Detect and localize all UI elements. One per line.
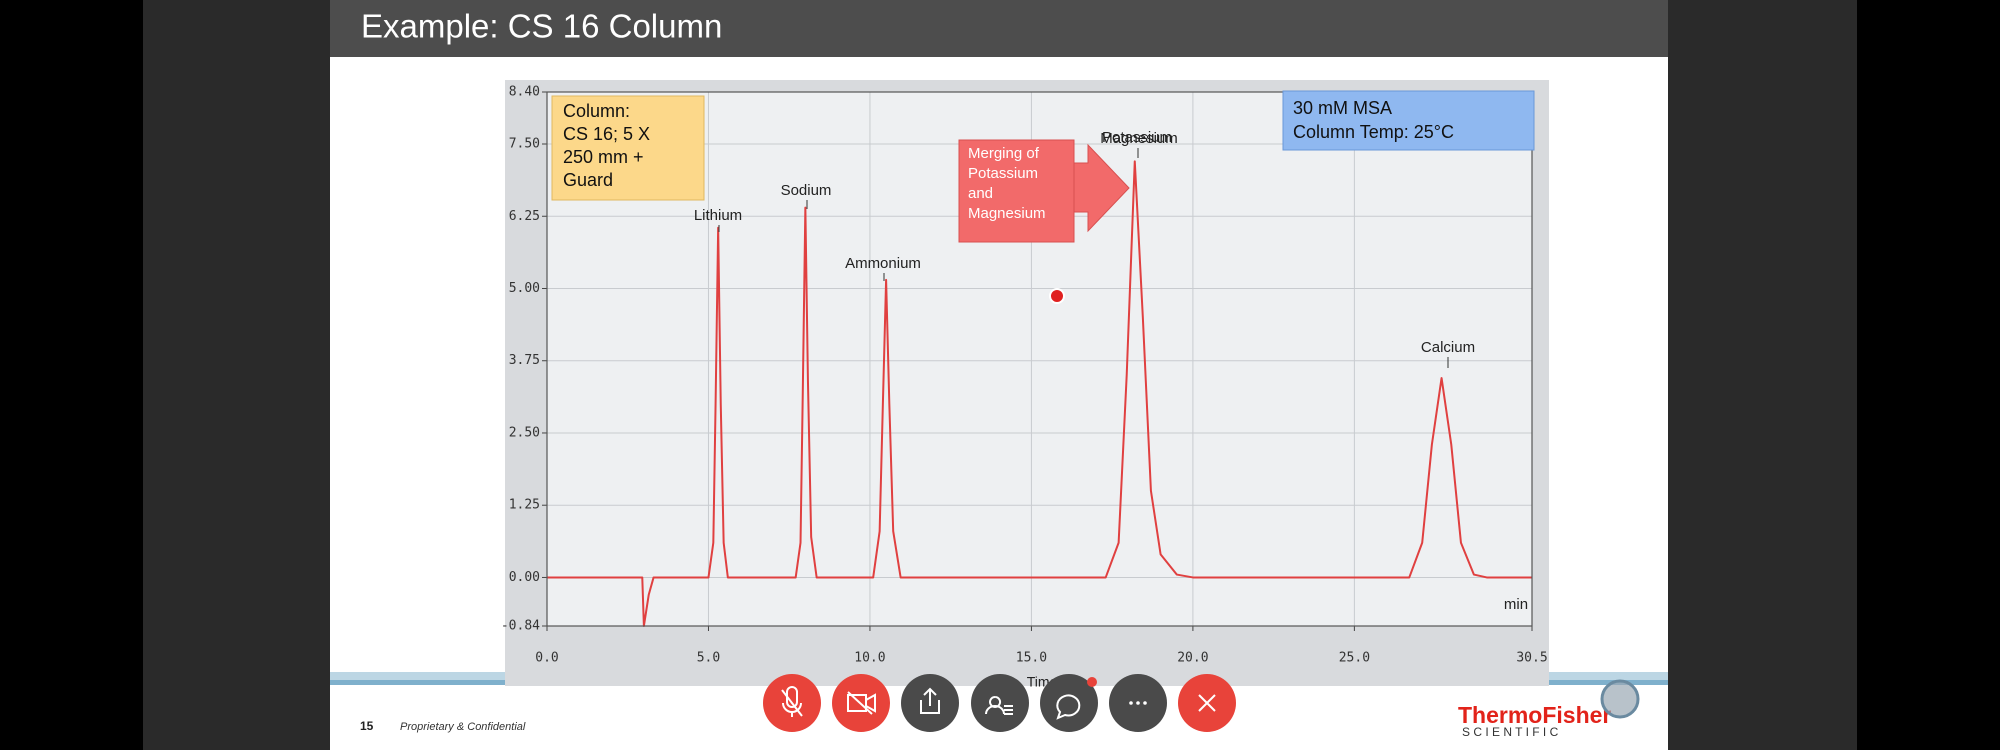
slide-title: Example: CS 16 Column	[361, 8, 722, 45]
conditions-text: 30 mM MSA	[1293, 98, 1392, 118]
toolbar	[763, 674, 1236, 732]
x-tick-label: 20.0	[1177, 651, 1208, 666]
x-tick-label: 10.0	[854, 651, 885, 666]
peak-label: Magnesium	[1100, 130, 1178, 147]
x-tick-label: 15.0	[1016, 651, 1047, 666]
title-bar	[330, 0, 1668, 57]
y-tick-label: 0.00	[509, 570, 540, 585]
y-tick-label: 3.75	[509, 353, 540, 368]
y-tick-label: 2.50	[509, 425, 540, 440]
merging-text: Merging of	[968, 145, 1040, 162]
chat-badge	[1087, 677, 1097, 687]
peak-label: Sodium	[781, 182, 832, 199]
more-dot	[1129, 701, 1133, 705]
participants-icon	[985, 696, 1013, 715]
peak-label: Ammonium	[845, 255, 921, 272]
trace	[547, 160, 1532, 627]
logo-brand: ThermoFisher	[1458, 702, 1611, 728]
x-tick-label: 5.0	[697, 651, 720, 666]
video-icon	[847, 691, 876, 715]
y-tick-label: 7.50	[509, 137, 540, 152]
footer-text: Proprietary & Confidential	[400, 721, 526, 733]
conditions-box	[1282, 90, 1535, 151]
page-number: 15	[360, 719, 374, 733]
chat-button[interactable]	[1040, 674, 1098, 732]
merging-text: Potassium	[968, 165, 1038, 182]
y-tick-label: 8.40	[509, 85, 540, 100]
y-tick-label: 6.25	[509, 209, 540, 224]
x-tick-label: 30.5	[1516, 651, 1547, 666]
column-box	[551, 95, 705, 201]
share-icon	[920, 687, 940, 714]
merging-box	[958, 139, 1075, 243]
column-text: 250 mm +	[563, 147, 644, 167]
merging-text: and	[968, 185, 993, 202]
plot-border	[546, 91, 1533, 627]
mute-icon	[781, 686, 803, 717]
merging-text: Magnesium	[968, 205, 1046, 222]
column-text: Column:	[563, 101, 630, 121]
logo-sub: S C I E N T I F I C	[1462, 725, 1559, 739]
column-text: Guard	[563, 170, 613, 190]
x-tick-label: 0.0	[535, 651, 558, 666]
peak-label: Potassium	[1102, 129, 1172, 146]
side-panel-left	[143, 0, 330, 750]
peak-label: Calcium	[1421, 339, 1475, 356]
status-indicator	[1600, 679, 1640, 719]
more-dot	[1143, 701, 1147, 705]
y-tick-label: -0.84	[501, 619, 540, 634]
y-tick-label: 1.25	[509, 498, 540, 513]
column-text: CS 16; 5 X	[563, 124, 650, 144]
side-panel-right	[1668, 0, 1857, 750]
leave-icon	[1198, 694, 1216, 712]
conditions-text: Column Temp: 25°C	[1293, 122, 1454, 142]
more-dot	[1136, 701, 1140, 705]
chat-icon	[1056, 694, 1081, 720]
pointer	[1049, 288, 1065, 304]
x-unit: min	[1504, 596, 1528, 613]
x-tick-label: 25.0	[1339, 651, 1370, 666]
peak-label: Lithium	[694, 207, 742, 224]
y-tick-label: 5.00	[509, 281, 540, 296]
